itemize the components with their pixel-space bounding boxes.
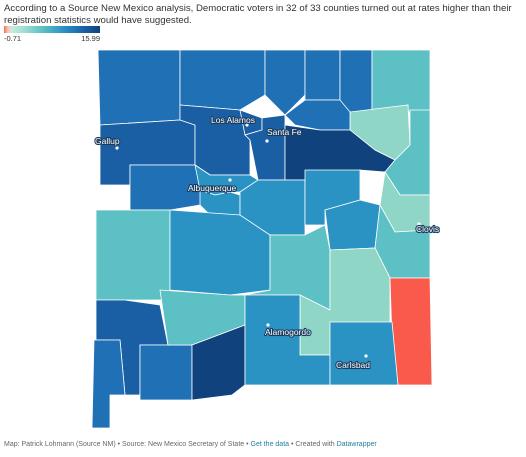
county-luna[interactable] — [139, 344, 193, 401]
county-taos[interactable] — [304, 49, 341, 101]
city-dot-clovis — [417, 222, 421, 226]
new-mexico-county-map: Los Alamos Santa Fe Gallup Albuquerque C… — [91, 49, 440, 429]
county-de-baca[interactable] — [324, 199, 381, 251]
city-label-alamogordo: Alamogordo — [265, 327, 311, 337]
city-dot-carlsbad — [364, 354, 368, 358]
county-valencia[interactable] — [199, 189, 241, 216]
county-eddy[interactable] — [329, 321, 399, 386]
datawrapper-link[interactable]: Datawrapper — [336, 441, 377, 448]
county-union[interactable] — [371, 49, 431, 113]
county-san-juan[interactable] — [97, 49, 181, 126]
city-dot-santa-fe — [265, 139, 269, 143]
legend-max-label: 15.99 — [81, 34, 100, 43]
city-markers: Los Alamos Santa Fe Gallup Albuquerque C… — [94, 114, 440, 371]
get-the-data-link[interactable]: Get the data — [250, 441, 290, 448]
legend-min-label: -0.71 — [4, 34, 22, 43]
footer-credit-text: Map: Patrick Lohmann (Source NM) • Sourc… — [4, 441, 251, 448]
county-catron[interactable] — [95, 209, 171, 301]
city-dot-alamogordo — [266, 323, 270, 327]
county-rio-arriba-east[interactable] — [264, 49, 306, 116]
city-dot-gallup — [115, 146, 119, 150]
color-legend: -0.71 15.99 — [4, 26, 100, 43]
footer-separator: • Created with — [289, 441, 337, 448]
footer-credits: Map: Patrick Lohmann (Source NM) • Sourc… — [4, 441, 377, 448]
chart-title: According to a Source New Mexico analysi… — [4, 3, 512, 26]
county-colfax[interactable] — [339, 49, 373, 113]
city-label-los-alamos: Los Alamos — [211, 115, 255, 125]
county-dona-ana[interactable] — [191, 324, 246, 401]
city-label-carlsbad: Carlsbad — [336, 360, 370, 370]
counties — [91, 49, 433, 429]
county-mora[interactable] — [284, 99, 351, 131]
city-label-gallup: Gallup — [95, 136, 120, 146]
city-dot-los-alamos — [245, 123, 249, 127]
county-rio-arriba-west[interactable] — [179, 49, 266, 111]
city-label-albuquerque: Albuquerque — [188, 183, 236, 193]
county-hidalgo[interactable] — [91, 339, 126, 429]
city-label-santa-fe: Santa Fe — [267, 127, 302, 137]
city-dot-albuquerque — [228, 178, 232, 182]
legend-gradient-bar — [4, 26, 100, 33]
city-label-clovis: Clovis — [416, 224, 439, 234]
